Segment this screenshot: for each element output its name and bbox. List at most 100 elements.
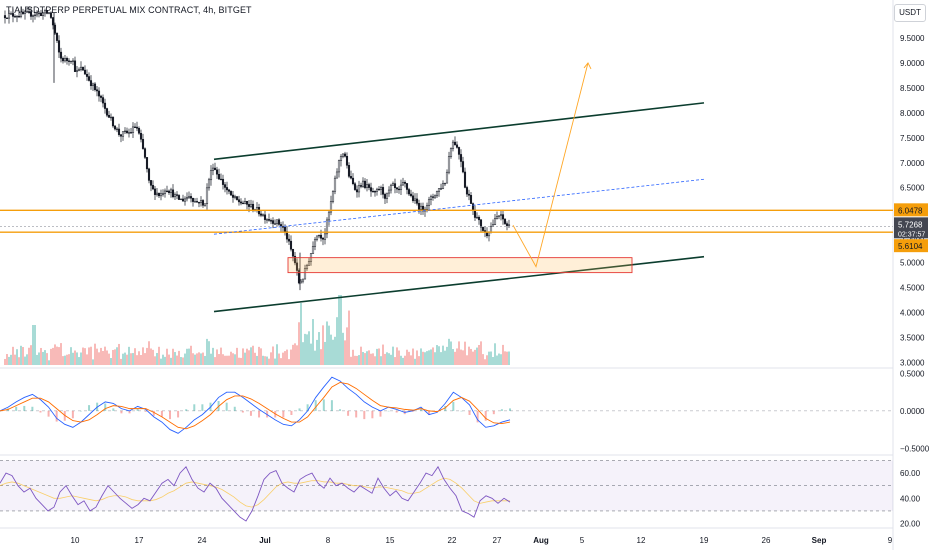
candle-body <box>241 202 245 205</box>
candle-body <box>121 131 125 137</box>
volume-bar <box>296 345 298 365</box>
candle-body <box>451 141 455 149</box>
candle-body <box>439 188 443 190</box>
macd-histogram-bar <box>71 410 74 419</box>
candle-body <box>371 190 375 193</box>
candle-body <box>437 188 441 192</box>
candle-body <box>43 10 47 14</box>
candle-body <box>263 214 267 220</box>
time-tick-label: Jul <box>259 536 271 545</box>
candle-body <box>413 198 417 201</box>
volume-bar <box>256 355 258 365</box>
volume-bar <box>328 325 330 365</box>
volume-bar <box>192 353 194 365</box>
candle-body <box>339 156 343 161</box>
volume-bar <box>4 358 6 365</box>
candle-body <box>323 233 327 240</box>
macd-histogram-bar <box>387 410 390 412</box>
candle-body <box>159 193 163 197</box>
candle-body <box>7 13 11 19</box>
macd-histogram-bar <box>476 410 479 423</box>
price-tick-label: 8.5000 <box>900 84 925 93</box>
candle-body <box>239 201 243 204</box>
volume-bar <box>304 333 306 365</box>
volume-bar <box>458 341 460 365</box>
candle-body <box>287 238 291 242</box>
volume-bar <box>402 357 404 365</box>
volume-bar <box>252 345 254 365</box>
candle-body <box>175 194 179 196</box>
candle-body <box>5 17 9 19</box>
volume-bar <box>72 352 74 365</box>
currency-button[interactable]: USDT <box>894 4 926 22</box>
volume-bar <box>504 351 506 365</box>
volume-bar <box>320 349 322 365</box>
volume-bar <box>306 334 308 365</box>
candle-body <box>441 183 445 189</box>
price-tick-label: 4.0000 <box>900 309 925 318</box>
candle-body <box>281 226 285 228</box>
volume-bar <box>100 347 102 365</box>
macd-histogram-bar <box>355 410 358 418</box>
candle-body <box>53 24 57 34</box>
candle-body <box>213 167 217 171</box>
candle-body <box>303 268 307 280</box>
support-price-label-bg <box>894 239 928 253</box>
volume-bar <box>70 347 72 365</box>
volume-bar <box>438 346 440 365</box>
candle-body <box>507 224 511 226</box>
candle-body <box>75 70 79 72</box>
volume-bar <box>102 350 104 365</box>
channel-upper-line <box>213 102 705 161</box>
price-tick-label: 6.5000 <box>900 184 925 193</box>
volume-bar <box>78 357 80 365</box>
volume-bar <box>136 355 138 365</box>
candle-body <box>47 12 51 14</box>
volume-bar <box>32 325 34 365</box>
candle-body <box>97 90 101 97</box>
candle-body <box>155 192 159 195</box>
volume-bar <box>460 349 462 365</box>
volume-bar <box>242 348 244 365</box>
volume-bar <box>432 347 434 365</box>
candle-body <box>321 238 325 240</box>
volume-bar <box>352 349 354 365</box>
volume-bar <box>82 347 84 365</box>
volume-bar <box>274 358 276 365</box>
macd-histogram-bar <box>79 410 82 412</box>
candle-body <box>393 183 397 188</box>
volume-bar <box>462 350 464 365</box>
macd-histogram-bar <box>241 410 244 413</box>
time-tick-label: 5 <box>580 536 585 545</box>
candle-body <box>411 195 415 201</box>
candle-body <box>73 60 77 72</box>
volume-bar <box>330 334 332 365</box>
volume-bar <box>444 350 446 365</box>
volume-bar <box>498 353 500 365</box>
candle-body <box>243 201 247 204</box>
candle-body <box>471 203 475 211</box>
volume-bar <box>494 343 496 365</box>
volume-bar <box>358 355 360 365</box>
macd-histogram-bar <box>120 410 123 414</box>
candle-body <box>129 132 133 134</box>
current-price-label: 5.7268 <box>898 220 923 229</box>
volume-bar <box>272 346 274 365</box>
candle-body <box>157 192 161 197</box>
volume-bar <box>478 344 480 365</box>
macd-histogram-bar <box>509 408 511 411</box>
volume-bar <box>294 343 296 365</box>
candle-body <box>469 195 473 204</box>
macd-histogram-bar <box>452 401 455 411</box>
volume-bar <box>48 360 50 365</box>
candle-body <box>111 116 115 127</box>
candle-body <box>315 235 319 240</box>
volume-bar <box>260 348 262 365</box>
volume-bar <box>456 348 458 365</box>
candle-body <box>247 204 251 207</box>
candle-body <box>237 199 241 203</box>
candle-body <box>187 196 191 198</box>
candle-body <box>149 180 153 186</box>
volume-bar <box>334 336 336 365</box>
